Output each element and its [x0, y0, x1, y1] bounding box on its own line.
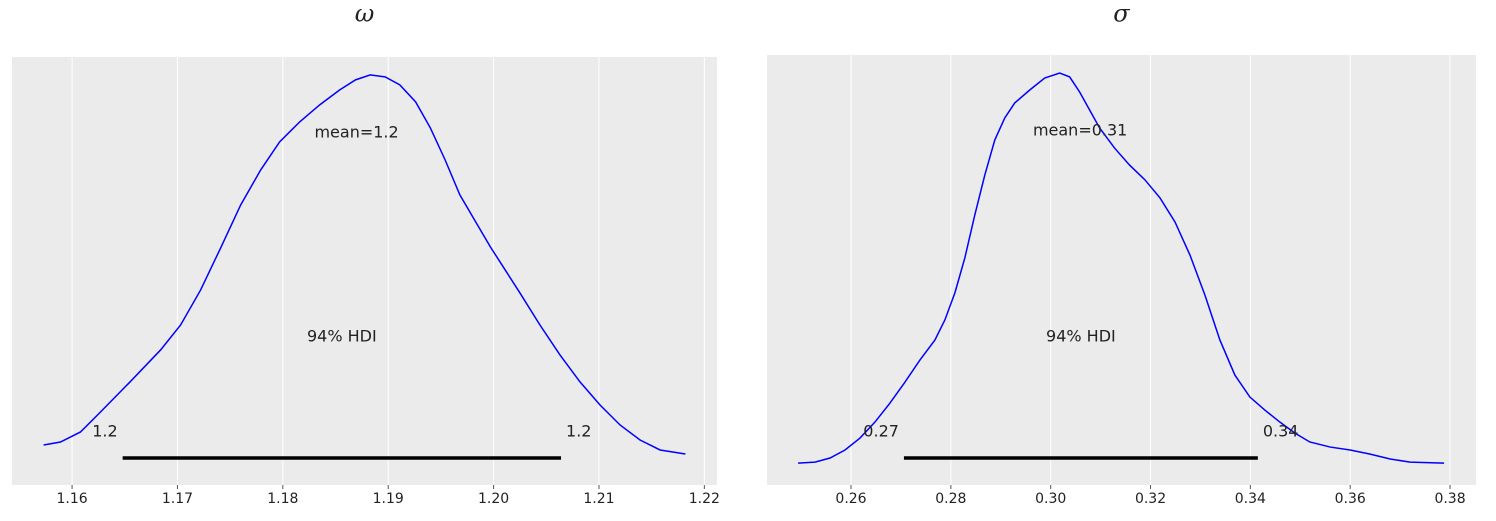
plot-background: [12, 57, 717, 485]
x-tick-label: 1.20: [478, 491, 509, 507]
x-tick-label: 1.16: [56, 491, 87, 507]
hdi-lower-label: 0.27: [863, 422, 899, 441]
x-tick-label: 1.21: [583, 491, 614, 507]
density-curve: [798, 72, 1445, 464]
x-tick-label: 0.32: [1135, 491, 1166, 507]
x-tick-label: 0.30: [1035, 491, 1066, 507]
hdi-lower-label: 1.2: [92, 422, 117, 441]
x-tick-label: 0.28: [935, 491, 966, 507]
hdi-label: 94% HDI: [307, 327, 377, 346]
hdi-upper-label: 0.34: [1263, 422, 1299, 441]
plot-background: [767, 55, 1476, 485]
density-curve: [43, 74, 686, 455]
x-tick-label: 1.22: [689, 491, 720, 507]
x-tick-label: 1.19: [373, 491, 404, 507]
mean-label: mean=1.2: [314, 123, 398, 142]
x-tick-label: 0.36: [1335, 491, 1366, 507]
subplot-title: ω: [355, 0, 375, 28]
hdi-upper-label: 1.2: [566, 422, 591, 441]
x-tick-label: 0.38: [1434, 491, 1465, 507]
x-tick-label: 1.18: [267, 491, 298, 507]
x-tick-label: 0.26: [835, 491, 866, 507]
hdi-label: 94% HDI: [1046, 327, 1116, 346]
mean-label: mean=0.31: [1033, 121, 1127, 140]
x-tick-label: 0.34: [1235, 491, 1266, 507]
x-tick-label: 1.17: [162, 491, 193, 507]
subplot-title: σ: [1113, 0, 1130, 28]
